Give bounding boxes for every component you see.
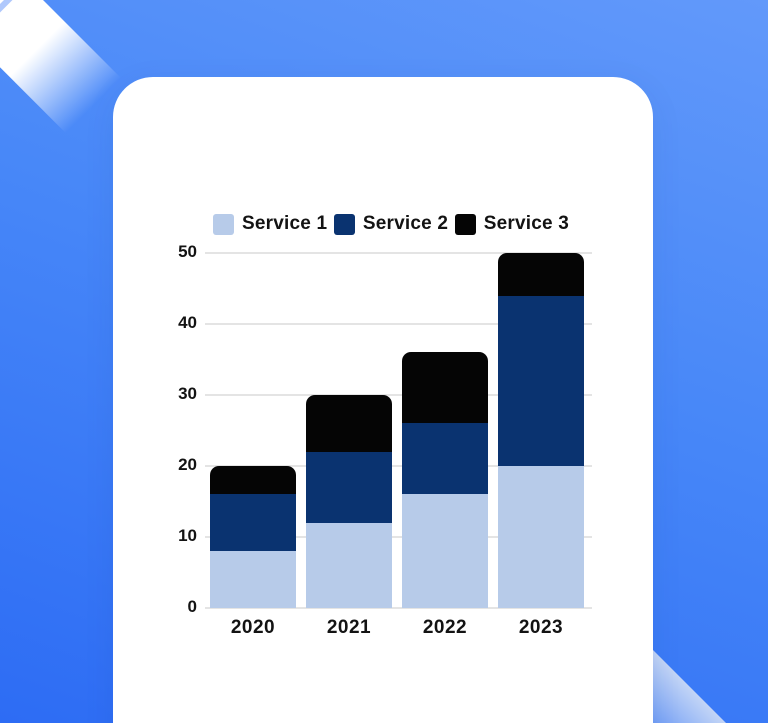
x-tick-label-2020: 2020 <box>230 617 276 638</box>
y-tick-label: 10 <box>178 526 197 545</box>
legend-label: Service 1 <box>242 213 328 234</box>
x-tick-label-2023: 2023 <box>518 617 564 638</box>
chart-card: Service 1 Service 2 Service 3 0 10 20 30 40 50 … <box>113 77 653 723</box>
bar-segment-2023-service-3 <box>498 253 584 296</box>
gridline-30 <box>205 394 592 396</box>
bar-segment-2022-service-2 <box>402 423 488 495</box>
legend-item-service-2: Service 2 <box>333 213 449 235</box>
bar-segment-2023-service-1 <box>498 466 584 608</box>
gridline-20 <box>205 465 592 467</box>
gridline-0 <box>205 607 592 609</box>
y-tick-label: 50 <box>178 242 197 261</box>
bar-segment-2022-service-1 <box>402 494 488 608</box>
y-tick-label: 30 <box>178 384 197 403</box>
legend-label: Service 3 <box>483 213 569 234</box>
bar-segment-2021-service-1 <box>306 522 392 608</box>
bar-segment-2021-service-3 <box>306 395 392 452</box>
bar-segment-2021-service-2 <box>306 451 392 523</box>
bar-segment-2020-service-1 <box>210 551 296 608</box>
plot-area <box>205 252 592 609</box>
legend-label: Service 2 <box>362 213 449 234</box>
gridline-10 <box>205 536 592 538</box>
x-tick-label-2022: 2022 <box>422 617 468 638</box>
legend-swatch <box>213 213 234 235</box>
y-tick-label: 0 <box>187 597 197 616</box>
chart-legend: Service 1 Service 2 Service 3 <box>213 213 569 235</box>
bar-segment-2022-service-3 <box>402 352 488 424</box>
legend-item-service-3: Service 3 <box>454 213 569 235</box>
bar-segment-2020-service-3 <box>210 466 296 495</box>
legend-item-service-1: Service 1 <box>213 213 327 235</box>
y-tick-label: 20 <box>178 455 197 474</box>
legend-swatch <box>333 213 355 235</box>
y-tick-label: 40 <box>178 313 197 332</box>
gridline-50 <box>205 252 592 254</box>
legend-swatch <box>454 213 476 235</box>
bar-segment-2020-service-2 <box>210 494 296 552</box>
bar-segment-2023-service-2 <box>498 295 584 466</box>
x-tick-label-2021: 2021 <box>326 617 372 638</box>
gridline-40 <box>205 323 592 325</box>
